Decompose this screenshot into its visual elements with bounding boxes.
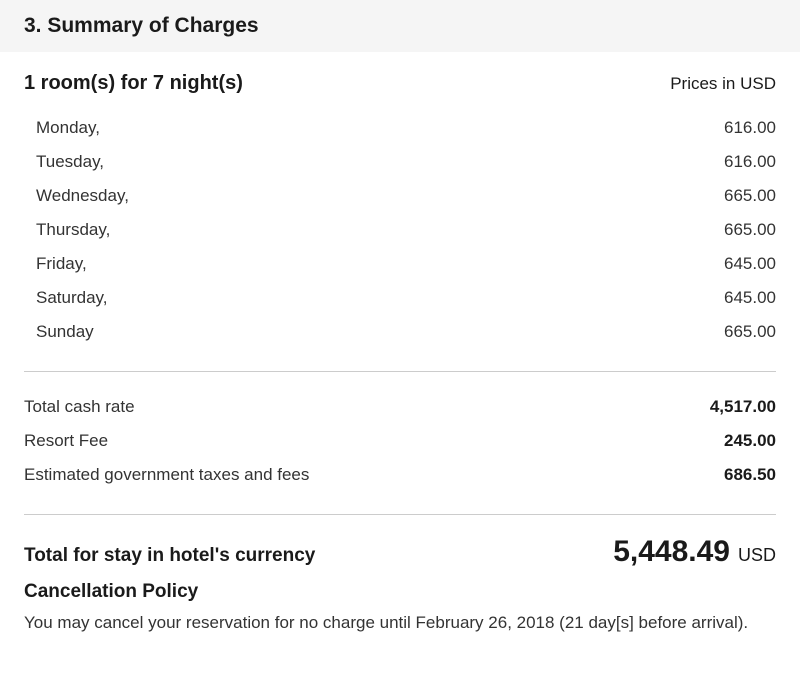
rate-row: Friday, 645.00: [36, 247, 776, 281]
rate-row: Wednesday, 665.00: [36, 179, 776, 213]
charge-amount: 4,517.00: [710, 397, 776, 417]
rate-row: Tuesday, 616.00: [36, 145, 776, 179]
total-amount: 5,448.49: [613, 535, 730, 569]
charge-label: Total cash rate: [24, 397, 135, 417]
rate-row: Thursday, 665.00: [36, 213, 776, 247]
divider: [24, 514, 776, 515]
rooms-nights-label: 1 room(s) for 7 night(s): [24, 72, 243, 95]
rate-day-label: Friday,: [36, 254, 87, 274]
rate-day-label: Tuesday,: [36, 152, 104, 172]
charge-amount: 245.00: [724, 431, 776, 451]
charge-row: Estimated government taxes and fees 686.…: [24, 458, 776, 492]
total-amount-wrap: 5,448.49 USD: [613, 535, 776, 569]
charge-label: Estimated government taxes and fees: [24, 465, 309, 485]
cancellation-policy-heading: Cancellation Policy: [0, 575, 800, 609]
total-row: Total for stay in hotel's currency 5,448…: [0, 519, 800, 575]
currency-note: Prices in USD: [670, 74, 776, 94]
charge-amount: 686.50: [724, 465, 776, 485]
daily-rates-list: Monday, 616.00 Tuesday, 616.00 Wednesday…: [0, 105, 800, 367]
rate-day-label: Monday,: [36, 118, 100, 138]
rate-amount: 616.00: [724, 152, 776, 172]
charge-label: Resort Fee: [24, 431, 108, 451]
rate-amount: 665.00: [724, 186, 776, 206]
rate-amount: 665.00: [724, 322, 776, 342]
total-label: Total for stay in hotel's currency: [24, 545, 315, 567]
cancellation-policy-text: You may cancel your reservation for no c…: [0, 609, 800, 656]
rate-day-label: Saturday,: [36, 288, 108, 308]
charges-summary: Total cash rate 4,517.00 Resort Fee 245.…: [0, 376, 800, 510]
rate-day-label: Thursday,: [36, 220, 110, 240]
charge-row: Resort Fee 245.00: [24, 424, 776, 458]
rate-row: Sunday 665.00: [36, 315, 776, 349]
rate-amount: 616.00: [724, 118, 776, 138]
rate-row: Monday, 616.00: [36, 111, 776, 145]
rate-amount: 645.00: [724, 254, 776, 274]
rate-amount: 645.00: [724, 288, 776, 308]
rate-day-label: Sunday: [36, 322, 94, 342]
rate-day-label: Wednesday,: [36, 186, 129, 206]
rate-amount: 665.00: [724, 220, 776, 240]
charge-row: Total cash rate 4,517.00: [24, 390, 776, 424]
divider: [24, 371, 776, 372]
summary-subheader: 1 room(s) for 7 night(s) Prices in USD: [0, 52, 800, 105]
total-currency: USD: [738, 545, 776, 566]
section-title: 3. Summary of Charges: [0, 0, 800, 52]
rate-row: Saturday, 645.00: [36, 281, 776, 315]
